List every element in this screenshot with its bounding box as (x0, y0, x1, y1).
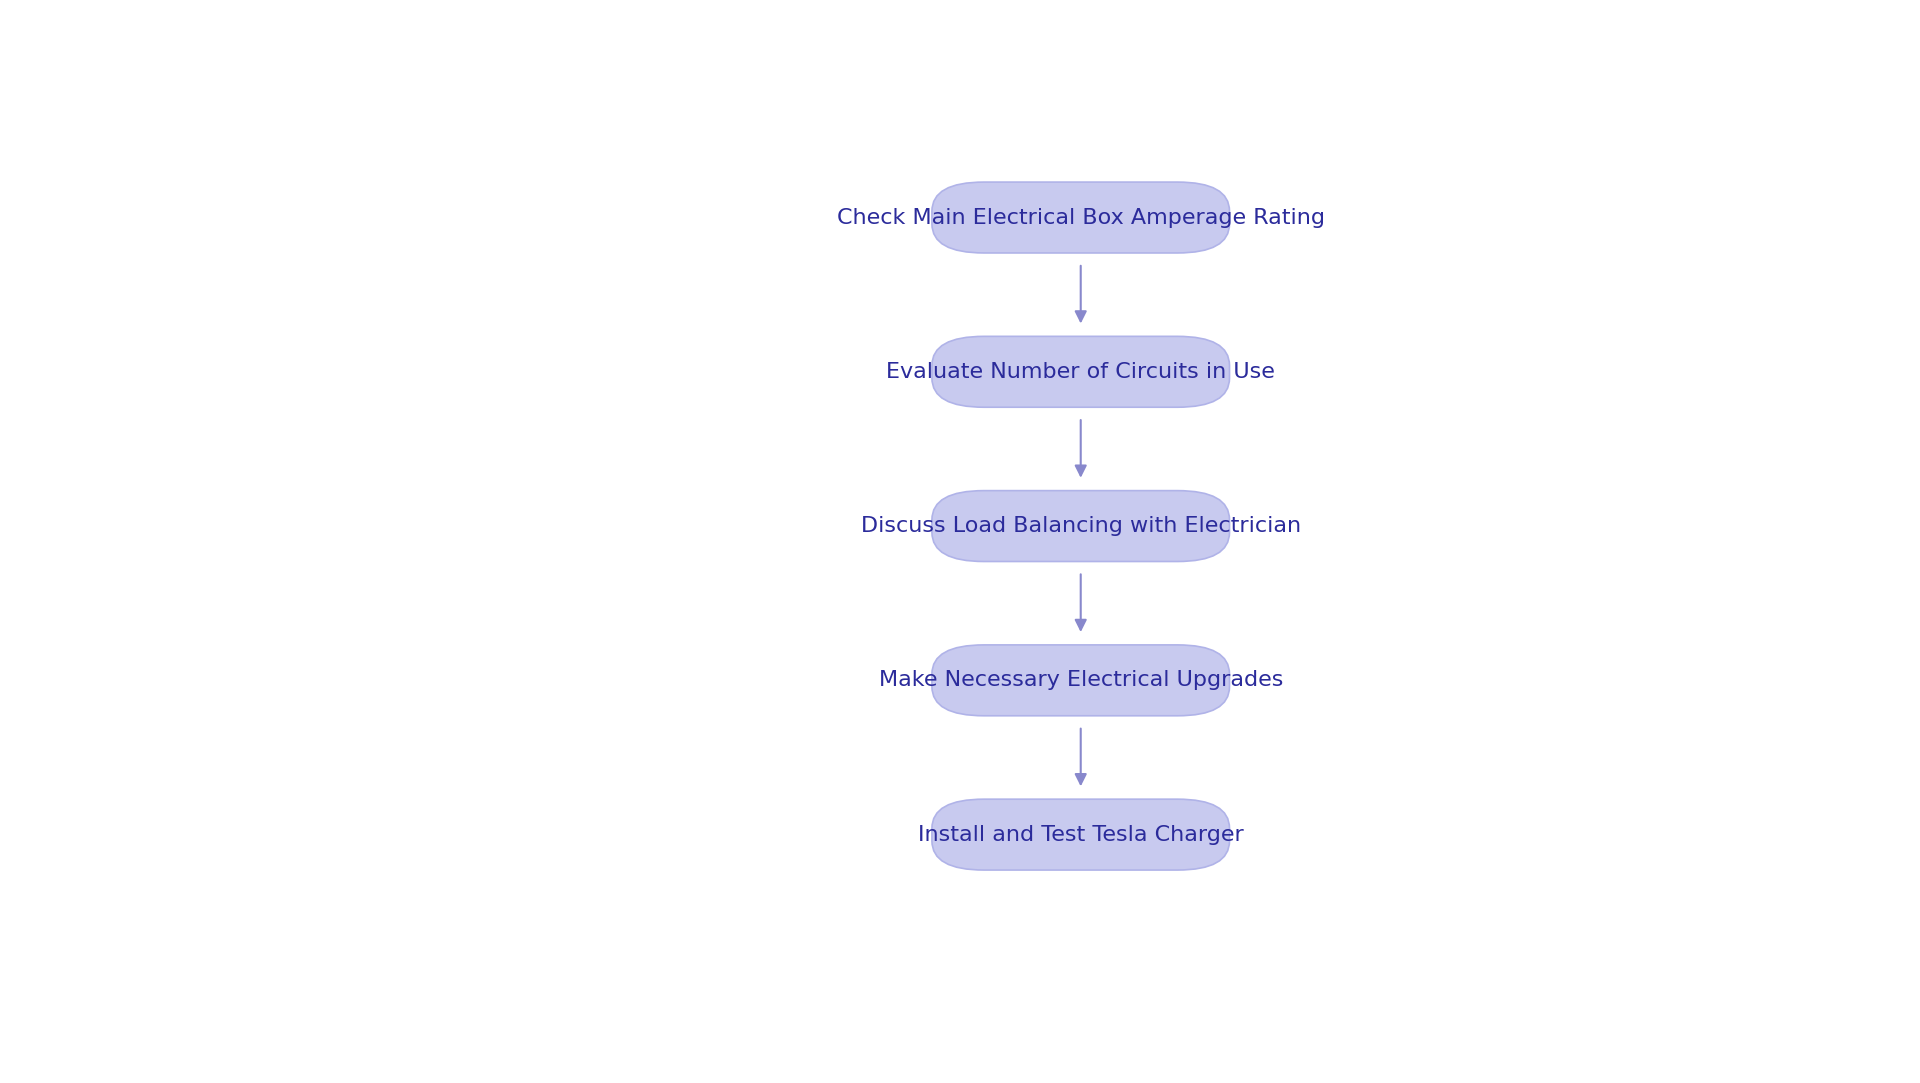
FancyBboxPatch shape (931, 337, 1229, 407)
Text: Discuss Load Balancing with Electrician: Discuss Load Balancing with Electrician (860, 517, 1300, 536)
Text: Check Main Electrical Box Amperage Rating: Check Main Electrical Box Amperage Ratin… (837, 208, 1325, 227)
FancyBboxPatch shape (931, 182, 1229, 253)
FancyBboxPatch shape (931, 799, 1229, 870)
Text: Evaluate Number of Circuits in Use: Evaluate Number of Circuits in Use (887, 362, 1275, 382)
Text: Install and Test Tesla Charger: Install and Test Tesla Charger (918, 824, 1244, 845)
FancyBboxPatch shape (931, 491, 1229, 561)
Text: Make Necessary Electrical Upgrades: Make Necessary Electrical Upgrades (879, 670, 1283, 690)
FancyBboxPatch shape (931, 644, 1229, 716)
